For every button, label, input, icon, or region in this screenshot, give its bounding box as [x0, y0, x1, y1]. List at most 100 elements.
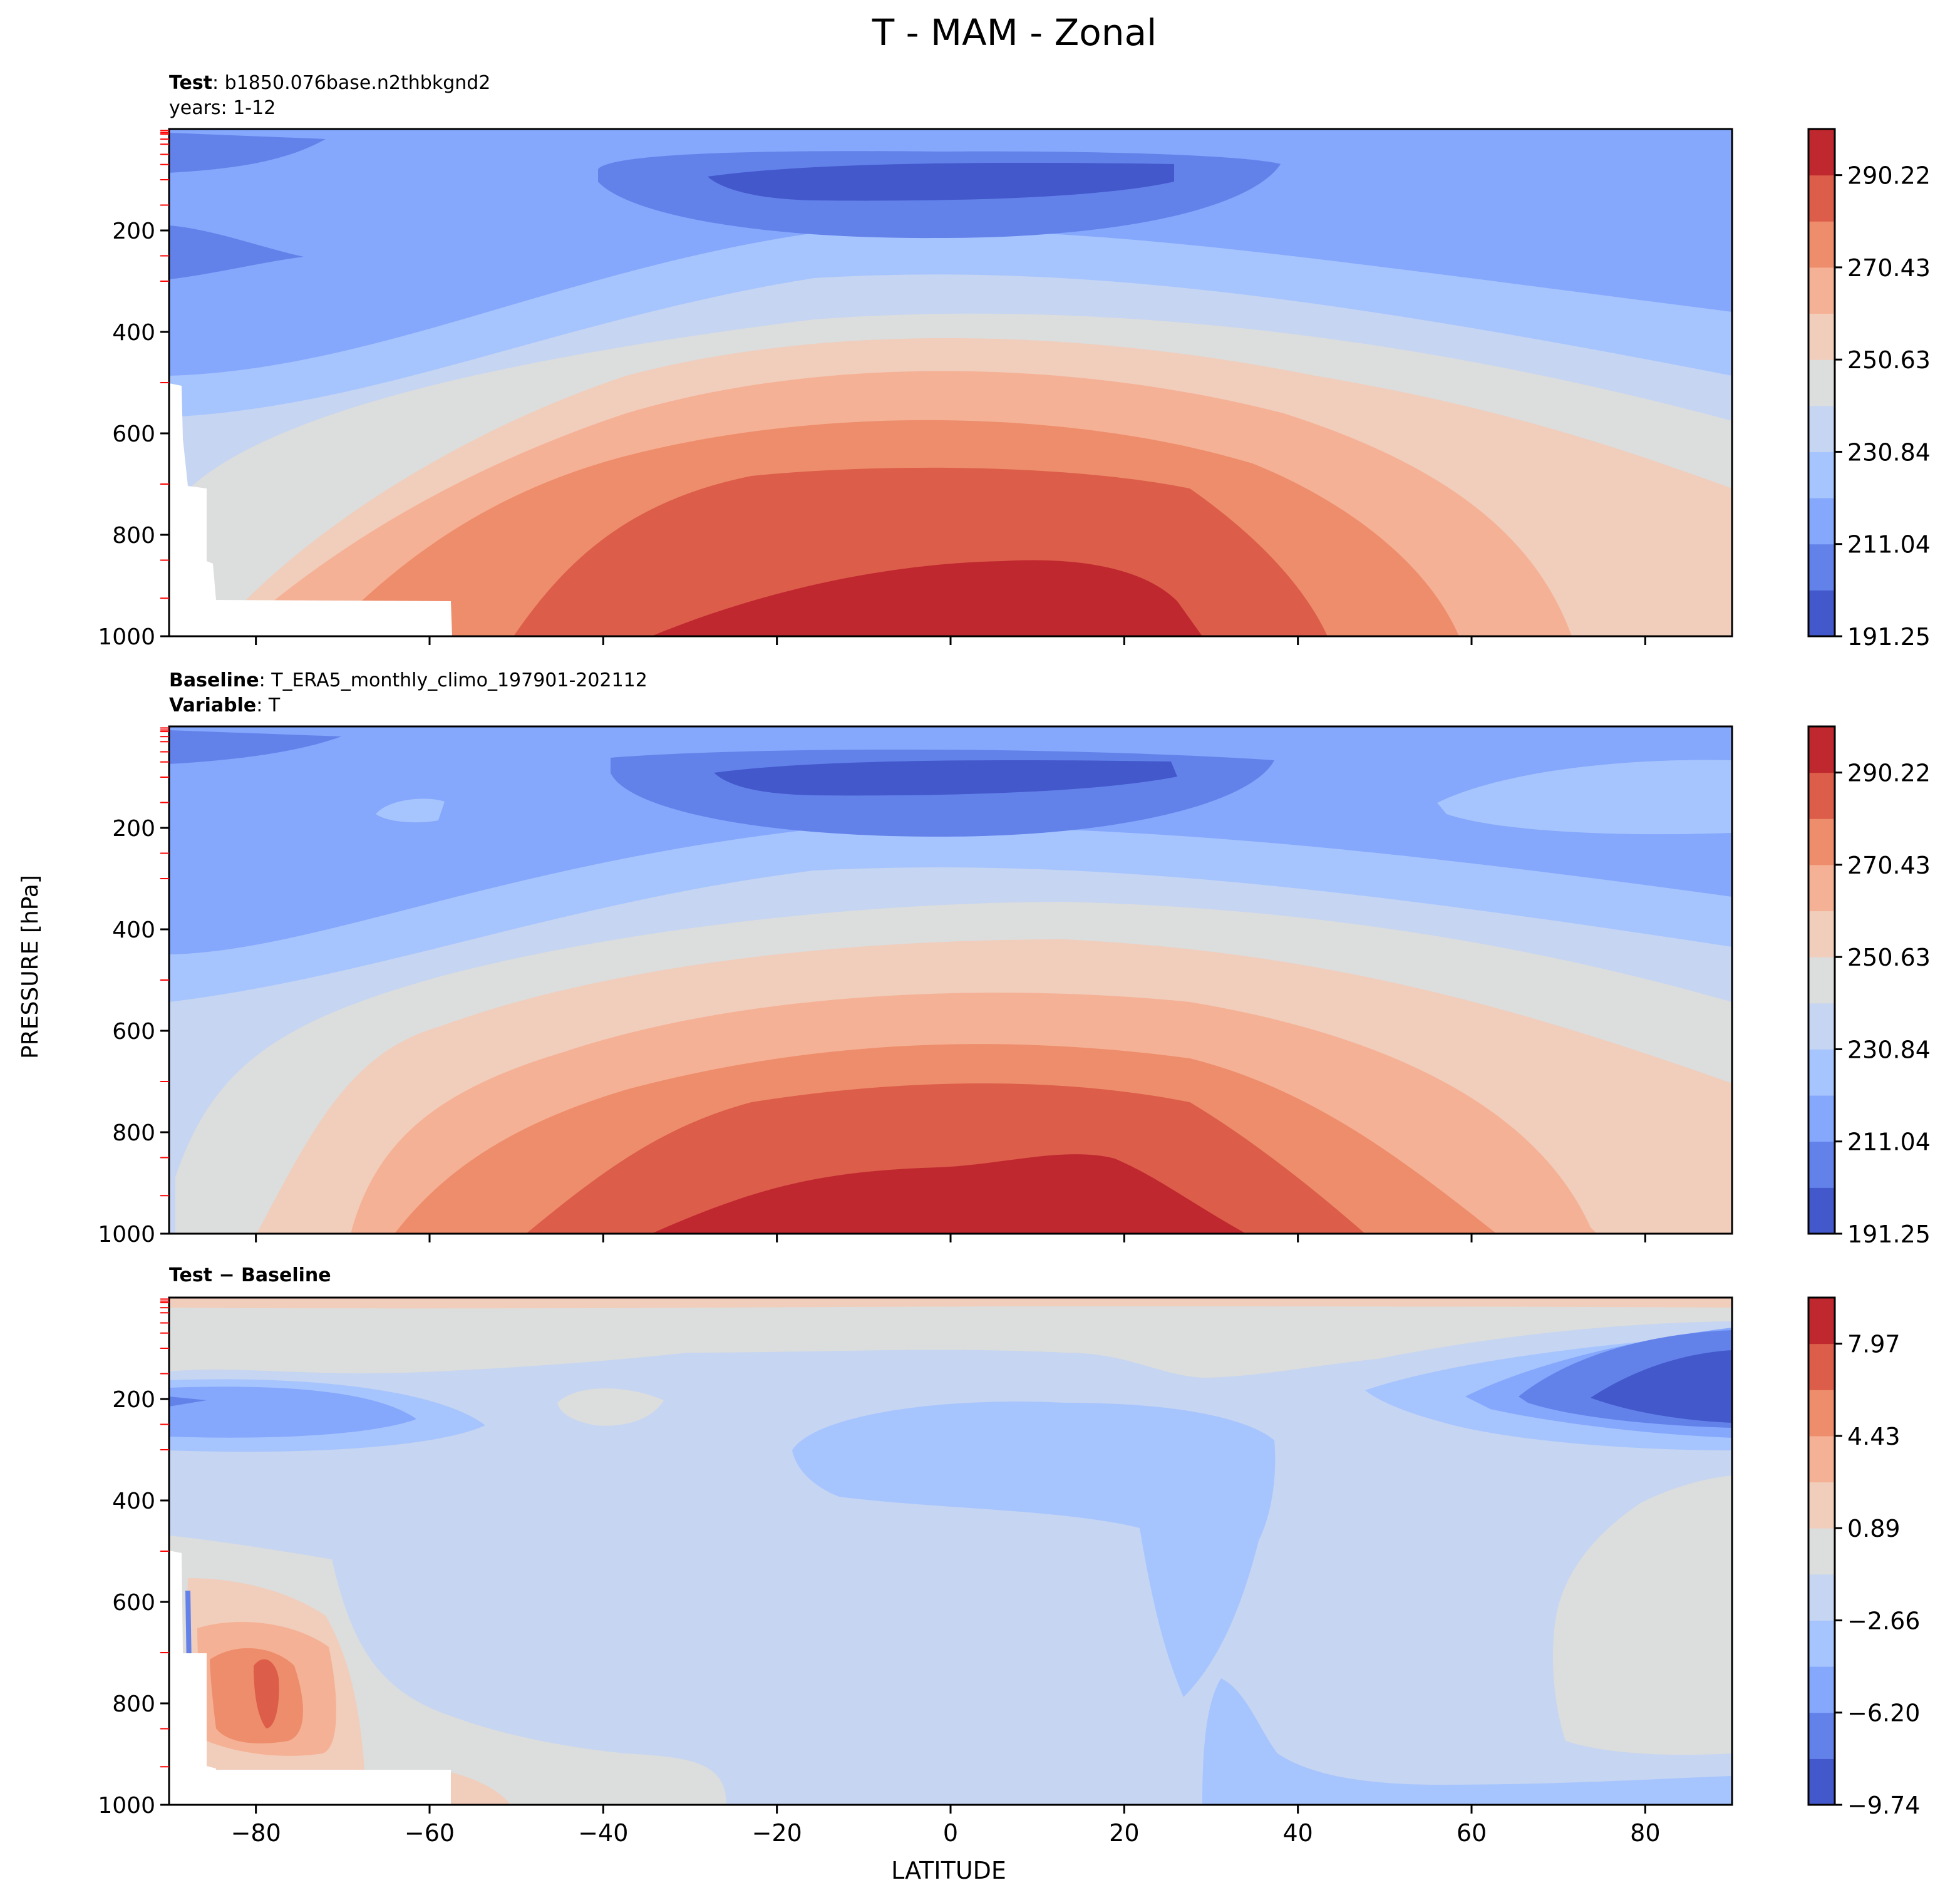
- colorbar-tick-label: 250.63: [1847, 944, 1931, 971]
- contour-fill: [708, 163, 1174, 201]
- colorbar-tick-label: 0.89: [1847, 1515, 1901, 1542]
- colorbar-tick-label: 230.84: [1847, 438, 1931, 466]
- colorbar-tick-label: 290.22: [1847, 162, 1931, 190]
- y-tick-label: 400: [112, 320, 155, 346]
- panel-test: Test: b1850.076base.n2thbkgnd2 years: 1-…: [98, 72, 1931, 651]
- colorbar-tick-label: 270.43: [1847, 254, 1931, 282]
- colorbar-segment: [1808, 1620, 1835, 1667]
- y-tick-label: 1000: [98, 1222, 155, 1247]
- panel-baseline-xticks: [255, 1234, 1646, 1242]
- colorbar-segment: [1808, 405, 1835, 452]
- colorbar-segment: [1808, 911, 1835, 958]
- contour-fill: [1591, 1350, 1732, 1423]
- colorbar-segment: [1808, 772, 1835, 819]
- colorbar-segment: [1808, 1574, 1835, 1621]
- panel-difference-minor-ticks: [160, 1298, 169, 1768]
- y-tick-label: 1000: [98, 1793, 155, 1819]
- panel-test-contours: [169, 129, 1732, 636]
- panel-baseline: Baseline: T_ERA5_monthly_climo_197901-20…: [98, 669, 1931, 1248]
- panel-test-header-2: years: 1-12: [169, 97, 276, 119]
- colorbar-tick-label: 270.43: [1847, 852, 1931, 879]
- colorbar-tick-label: 4.43: [1847, 1423, 1901, 1450]
- colorbar-segment: [1808, 175, 1835, 222]
- panel-baseline-header-text: : T_ERA5_monthly_climo_197901-202112: [259, 669, 647, 691]
- colorbar-frame: [1807, 128, 1836, 638]
- x-tick-label: 40: [1282, 1819, 1313, 1847]
- y-tick-label: 600: [112, 1019, 155, 1045]
- panel-baseline-variable-bold: Variable: [169, 694, 256, 716]
- contour-fill: [451, 1772, 510, 1805]
- panel-difference-contours: [169, 1298, 1732, 1805]
- y-tick-label: 800: [112, 1691, 155, 1717]
- contour-fill: [792, 1402, 1276, 1697]
- panel-test-xticks: [255, 636, 1646, 645]
- colorbar-segment: [1808, 1482, 1835, 1529]
- colorbar-segment: [1808, 267, 1835, 314]
- colorbar-segment: [1808, 1003, 1835, 1050]
- x-tick-label: −80: [231, 1819, 281, 1847]
- colorbar-tick-label: −2.66: [1847, 1607, 1920, 1634]
- colorbar-segment: [1808, 1187, 1835, 1234]
- colorbar-segment: [1808, 590, 1835, 637]
- contour-fill: [651, 1154, 1246, 1234]
- contour-fill: [185, 1591, 192, 1666]
- panel-baseline-minor-ticks: [160, 727, 169, 1197]
- colorbar-segment: [1808, 726, 1835, 773]
- contour-fill: [169, 1397, 207, 1407]
- panel-test-colorbar: 290.22 270.43 250.63 230.84 211.04 191.25: [1807, 128, 1931, 651]
- contour-fill: [169, 1386, 416, 1438]
- panel-baseline-yticks: 200 400 600 800 1000: [98, 816, 169, 1247]
- colorbar-segment: [1808, 1528, 1835, 1575]
- x-axis-label: LATITUDE: [891, 1857, 1006, 1884]
- colorbar-tick-label: 191.25: [1847, 1221, 1931, 1248]
- colorbar-frame: [1807, 1296, 1836, 1806]
- colorbar-tick-label: 191.25: [1847, 623, 1931, 651]
- colorbar-segment: [1808, 1049, 1835, 1096]
- colorbar-tick-label: 211.04: [1847, 531, 1931, 559]
- colorbar-segment: [1808, 818, 1835, 865]
- y-tick-label: 200: [112, 1387, 155, 1413]
- contour-fill: [714, 760, 1177, 796]
- panel-baseline-header-2: Variable: T: [169, 694, 281, 716]
- colorbar-segment: [1808, 313, 1835, 360]
- y-tick-label: 600: [112, 1590, 155, 1616]
- colorbar-segment: [1808, 1666, 1835, 1713]
- colorbar-segment: [1808, 498, 1835, 545]
- colorbar-tick-label: 250.63: [1847, 346, 1931, 374]
- contour-fill: [169, 1298, 1732, 1309]
- y-axis-label: PRESSURE [hPa]: [18, 875, 43, 1059]
- panel-baseline-colorbar: 290.22 270.43 250.63 230.84 211.04 191.25: [1807, 725, 1931, 1248]
- contour-fill: [169, 133, 326, 173]
- colorbar-segment: [1808, 1435, 1835, 1483]
- colorbar-segment: [1808, 359, 1835, 406]
- contour-fill: [1553, 1475, 1732, 1755]
- panel-difference-yticks: 200 400 600 800 1000: [98, 1387, 169, 1819]
- panel-baseline-header-bold: Baseline: [169, 669, 259, 691]
- colorbar-tick-label: 290.22: [1847, 760, 1931, 787]
- contour-fill: [651, 560, 1202, 636]
- mask-region: [169, 383, 452, 636]
- panel-test-yticks: 200 400 600 800 1000: [98, 219, 169, 650]
- y-tick-label: 400: [112, 1489, 155, 1514]
- x-tick-label: 20: [1109, 1819, 1139, 1847]
- contour-fill: [254, 1659, 279, 1728]
- contour-fill: [1437, 760, 1732, 835]
- colorbar-tick-label: −6.20: [1847, 1700, 1920, 1727]
- contour-fill: [557, 1388, 664, 1426]
- colorbar-segment: [1808, 221, 1835, 268]
- colorbar-segment: [1808, 544, 1835, 591]
- colorbar-segment: [1808, 129, 1835, 176]
- x-tick-label: −60: [405, 1819, 455, 1847]
- panel-baseline-header-1: Baseline: T_ERA5_monthly_climo_197901-20…: [169, 669, 647, 691]
- colorbar-tick-label: −9.74: [1847, 1792, 1920, 1819]
- panel-test-minor-ticks: [160, 130, 169, 599]
- y-tick-label: 600: [112, 421, 155, 447]
- colorbar-segment: [1808, 1141, 1835, 1188]
- panel-test-header-bold: Test: [169, 72, 212, 94]
- x-tick-label: −40: [578, 1819, 628, 1847]
- colorbar-tick-label: 211.04: [1847, 1128, 1931, 1156]
- y-tick-label: 400: [112, 917, 155, 943]
- colorbar-segment: [1808, 452, 1835, 498]
